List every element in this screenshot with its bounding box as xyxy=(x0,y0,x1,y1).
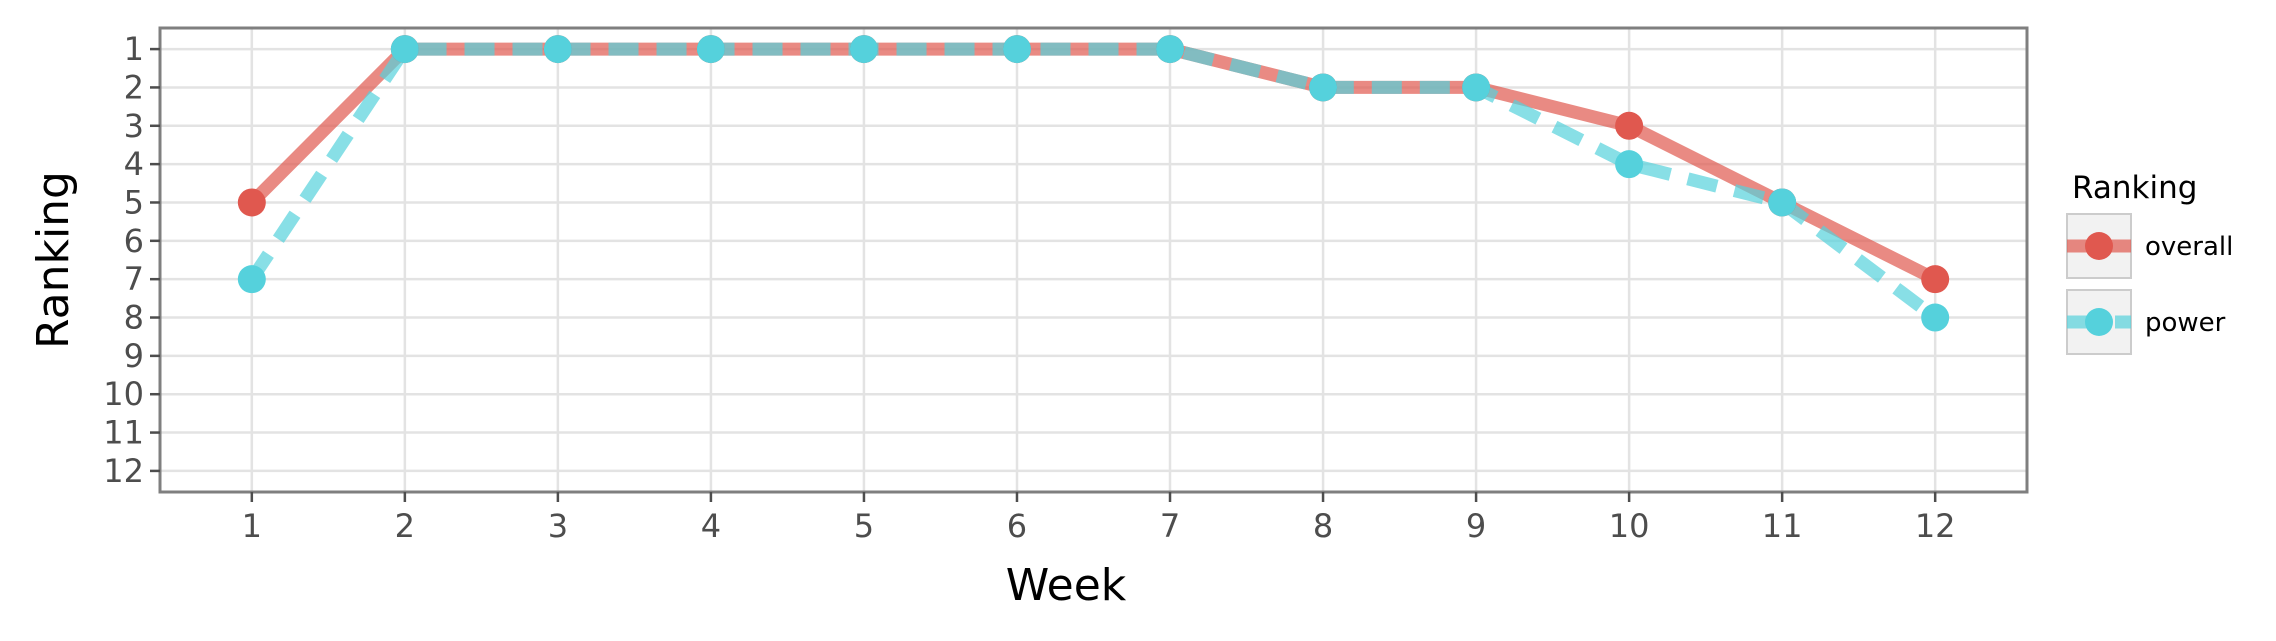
x-tick-label: 8 xyxy=(1313,507,1333,545)
x-tick-label: 4 xyxy=(701,507,721,545)
data-point-power xyxy=(1768,188,1797,217)
x-axis-title: Week xyxy=(1006,560,1127,611)
x-tick-label: 9 xyxy=(1466,507,1486,545)
y-tick-label: 9 xyxy=(124,337,144,375)
series-lines xyxy=(246,42,1940,323)
legend-label-power: power xyxy=(2145,308,2226,338)
y-tick-label: 11 xyxy=(103,414,144,452)
y-tick-label: 5 xyxy=(124,183,144,221)
data-point-overall xyxy=(1615,111,1644,140)
data-point-power xyxy=(1921,303,1950,332)
x-tick-label: 10 xyxy=(1609,507,1650,545)
x-tick-label: 11 xyxy=(1762,507,1803,545)
y-axis-title: Ranking xyxy=(28,171,79,349)
y-tick-label: 2 xyxy=(124,68,144,106)
x-axis: 1 2 3 4 5 6 7 8 9 10 11 12 xyxy=(242,492,1956,545)
x-tick-label: 5 xyxy=(854,507,874,545)
x-tick-label: 6 xyxy=(1007,507,1027,545)
data-point-power xyxy=(1615,150,1644,179)
y-tick-label: 1 xyxy=(124,30,144,68)
data-point-power xyxy=(237,265,266,294)
legend: Ranking overall power xyxy=(2066,170,2233,355)
x-tick-label: 12 xyxy=(1915,507,1956,545)
legend-label-overall: overall xyxy=(2145,232,2233,262)
series-line-power xyxy=(246,42,1940,323)
x-tick-label: 1 xyxy=(242,507,262,545)
data-point-power xyxy=(696,35,725,64)
data-point-power xyxy=(1156,35,1185,64)
legend-key-point xyxy=(2085,232,2113,260)
y-tick-label: 10 xyxy=(103,375,144,413)
panel-border xyxy=(158,26,2029,494)
x-tick-label: 7 xyxy=(1160,507,1180,545)
x-tick-label: 2 xyxy=(395,507,415,545)
panel-background xyxy=(160,28,2027,492)
data-point-overall xyxy=(237,188,266,217)
data-point-power xyxy=(1309,73,1338,102)
data-point-power xyxy=(1002,35,1031,64)
y-tick-label: 3 xyxy=(124,107,144,145)
y-tick-label: 6 xyxy=(124,222,144,260)
data-point-power xyxy=(543,35,572,64)
y-tick-label: 12 xyxy=(103,452,144,490)
x-tick-label: 3 xyxy=(548,507,568,545)
legend-key-point xyxy=(2085,308,2113,336)
y-tick-label: 4 xyxy=(124,145,144,183)
data-point-power xyxy=(849,35,878,64)
data-point-overall xyxy=(1921,265,1950,294)
y-tick-label: 8 xyxy=(124,299,144,337)
series-points xyxy=(237,35,1950,332)
data-point-power xyxy=(390,35,419,64)
legend-title: Ranking xyxy=(2072,170,2197,206)
y-tick-label: 7 xyxy=(124,260,144,298)
data-point-power xyxy=(1462,73,1491,102)
